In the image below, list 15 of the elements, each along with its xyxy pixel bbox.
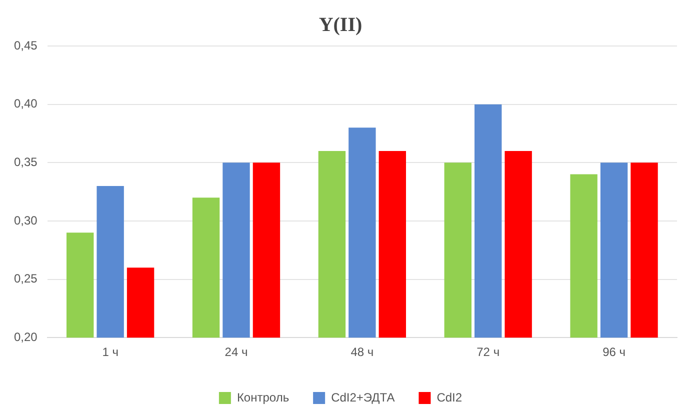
x-tick-label: 96 ч <box>602 345 626 360</box>
x-tick-label: 24 ч <box>224 345 248 360</box>
x-tick-label: 1 ч <box>102 345 118 360</box>
y-tick-label: 0,40 <box>14 96 38 111</box>
y-tick-label: 0,35 <box>14 154 38 169</box>
y-tick-label: 0,20 <box>14 330 38 344</box>
legend-label: CdI2 <box>436 390 462 404</box>
y-tick-label: 0,45 <box>14 38 38 52</box>
legend-label: Контроль <box>236 390 290 404</box>
x-tick-label: 72 ч <box>476 345 500 360</box>
y-tick-label: 0,25 <box>14 272 38 286</box>
y-tick-label: 0,30 <box>14 213 38 228</box>
chart-title: Y(II) <box>318 14 362 36</box>
legend-label: CdI2+ЭДТА <box>331 390 395 404</box>
x-tick-label: 48 ч <box>350 345 374 360</box>
